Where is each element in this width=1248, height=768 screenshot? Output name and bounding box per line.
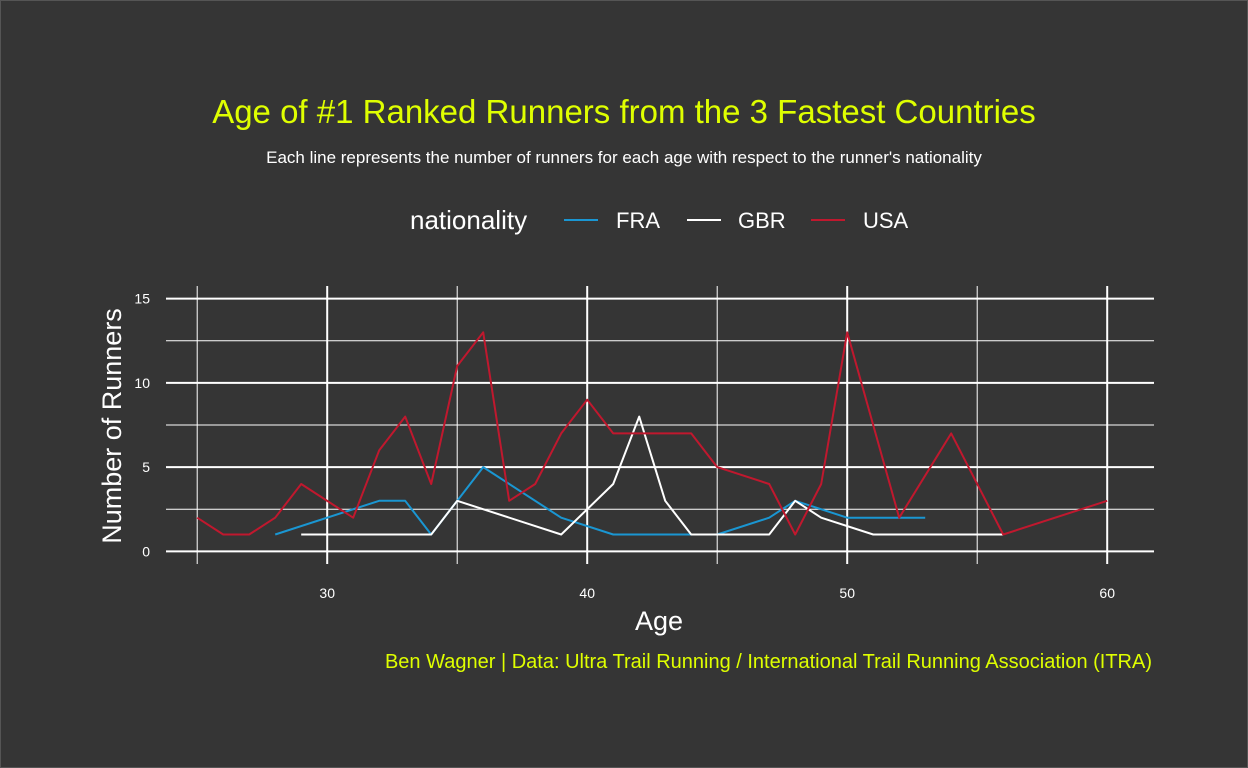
chart-subtitle: Each line represents the number of runne… bbox=[266, 148, 982, 167]
series-line-gbr bbox=[301, 415, 1004, 536]
x-tick-label: 50 bbox=[839, 585, 855, 601]
legend-title: nationality bbox=[410, 205, 527, 235]
series-line-fra bbox=[274, 466, 926, 536]
tick-labels: 30 40 50 60 0 5 10 15 bbox=[134, 291, 1115, 601]
legend-label-fra: FRA bbox=[616, 208, 660, 233]
chart-caption: Ben Wagner | Data: Ultra Trail Running /… bbox=[385, 651, 1152, 673]
x-tick-label: 40 bbox=[579, 585, 595, 601]
grid bbox=[166, 286, 1154, 564]
x-tick-label: 60 bbox=[1099, 585, 1115, 601]
legend-label-usa: USA bbox=[863, 208, 909, 233]
y-tick-label: 10 bbox=[134, 375, 150, 391]
series-line-usa bbox=[196, 331, 1108, 536]
y-tick-label: 15 bbox=[134, 291, 150, 307]
y-axis-label: Number of Runners bbox=[97, 308, 127, 544]
chart-title: Age of #1 Ranked Runners from the 3 Fast… bbox=[212, 93, 1036, 130]
legend-label-gbr: GBR bbox=[738, 208, 786, 233]
x-axis-label: Age bbox=[635, 606, 683, 636]
legend: nationality FRA GBR USA bbox=[410, 205, 909, 235]
x-tick-label: 30 bbox=[319, 585, 335, 601]
series-lines bbox=[196, 331, 1108, 536]
y-tick-label: 5 bbox=[142, 459, 150, 475]
y-tick-label: 0 bbox=[142, 543, 150, 559]
